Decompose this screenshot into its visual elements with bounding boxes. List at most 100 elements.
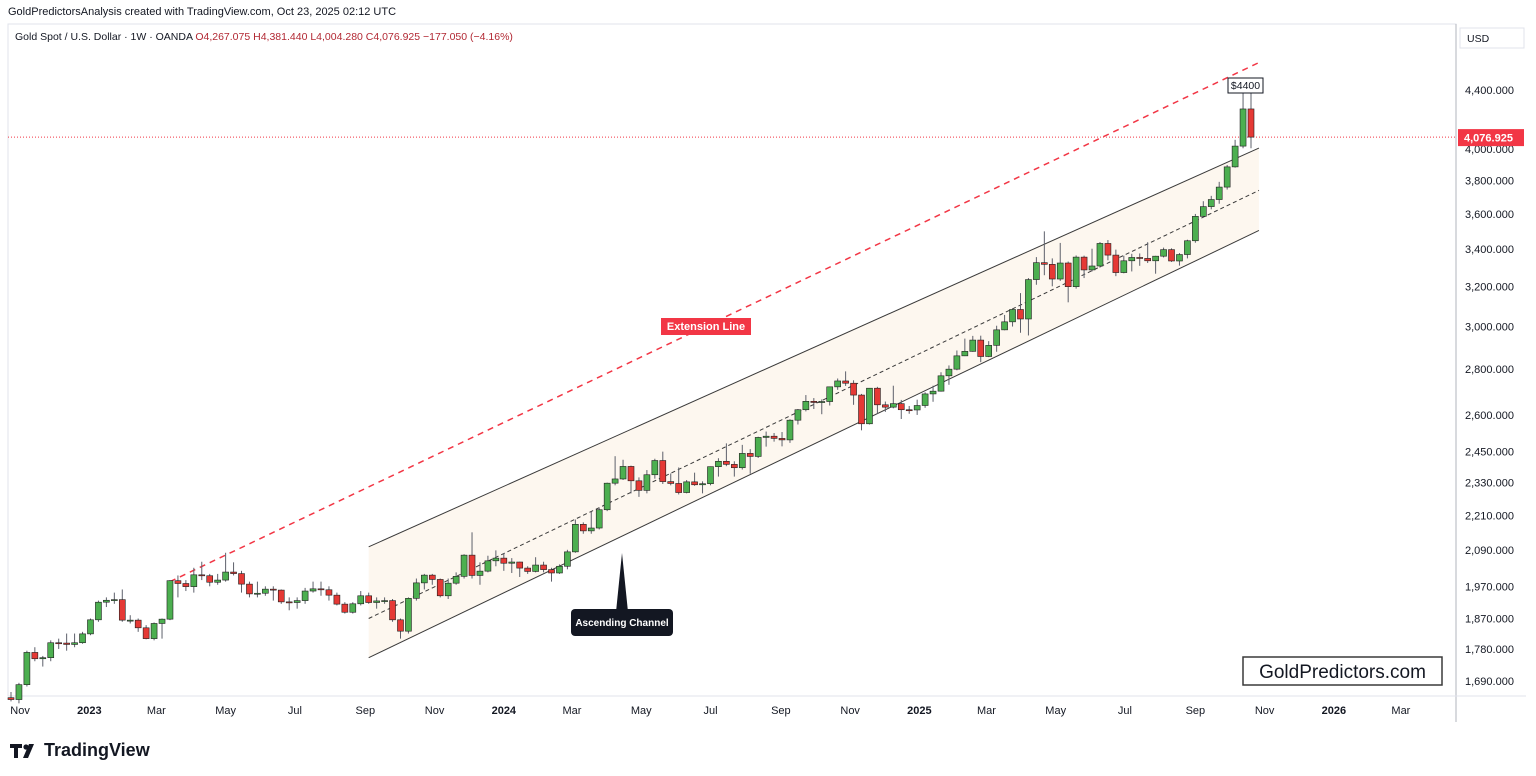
candle-body-up	[1033, 262, 1040, 280]
candle	[421, 573, 428, 590]
time-tick-label: 2025	[907, 705, 931, 717]
candle	[1223, 164, 1231, 190]
price-chart[interactable]: Gold Spot / U.S. Dollar · 1W · OANDA O4,…	[0, 0, 1536, 736]
candle	[15, 682, 23, 704]
ascending-channel-pointer	[616, 553, 628, 612]
candle-body-up	[572, 524, 579, 553]
candle-body-up	[556, 565, 563, 574]
currency-label: USD	[1467, 33, 1490, 45]
candle	[468, 532, 476, 579]
candle-body-down	[246, 583, 253, 595]
candle-body-up	[1001, 321, 1008, 331]
candle	[222, 552, 229, 582]
candle-body-down	[659, 460, 667, 482]
candle-body-down	[428, 574, 436, 580]
candle	[285, 597, 293, 611]
candle	[874, 386, 881, 414]
candle-body-down	[850, 382, 857, 396]
candle-body-up	[1128, 257, 1136, 262]
candle	[731, 461, 738, 477]
candle	[476, 562, 484, 585]
candle	[508, 558, 516, 573]
candle	[715, 458, 722, 477]
tradingview-footer-logo[interactable]: TradingView	[10, 740, 150, 761]
time-tick-label: Nov	[10, 705, 30, 717]
candle	[842, 371, 849, 386]
candle	[890, 385, 897, 409]
candle-body-down	[675, 483, 682, 493]
candle	[985, 341, 992, 358]
candle	[277, 589, 285, 604]
candle-body-up	[532, 564, 539, 572]
candle	[373, 597, 380, 609]
candle	[778, 432, 786, 447]
candle	[1025, 278, 1032, 336]
candle-body-up	[587, 527, 595, 532]
candle-body-down	[317, 588, 325, 591]
candle-body-up	[15, 684, 23, 700]
candle-body-down	[516, 561, 524, 569]
candle	[945, 365, 953, 385]
candle-body-down	[1017, 309, 1024, 320]
candle-body-down	[63, 642, 70, 645]
extension-line	[169, 61, 1260, 583]
candle-body-down	[55, 642, 62, 645]
candle	[762, 431, 770, 447]
candle-body-down	[174, 580, 182, 584]
candle	[707, 466, 714, 486]
candle-body-down	[230, 571, 237, 574]
candle-body-down	[277, 589, 285, 603]
candle-body-up	[611, 478, 619, 484]
candle-body-down	[770, 435, 778, 439]
candle	[71, 633, 78, 648]
time-tick-label: Nov	[840, 705, 860, 717]
candle	[293, 597, 301, 609]
candle	[492, 550, 500, 567]
channel-lower-line	[368, 230, 1260, 659]
candle	[532, 557, 539, 573]
candle-body-up	[1009, 309, 1016, 323]
candle-body-up	[913, 405, 921, 411]
candle-body-down	[1048, 264, 1056, 280]
candle	[1104, 240, 1112, 261]
candle	[699, 481, 706, 494]
candle-body-down	[905, 409, 913, 412]
candle	[214, 573, 221, 585]
candle	[913, 399, 921, 415]
time-tick-label: May	[631, 705, 652, 717]
candle-body-down	[325, 589, 333, 596]
extension-line-label: Extension Line	[667, 321, 745, 333]
tradingview-logo-icon	[10, 743, 34, 758]
candle-body-down	[500, 557, 508, 564]
ascending-channel-box	[571, 609, 673, 636]
candle	[802, 395, 810, 412]
watermark-box	[1242, 656, 1443, 686]
candle-body-up	[786, 419, 794, 441]
candle-body-up	[254, 592, 261, 595]
candle	[905, 405, 913, 414]
ohlc-legend: Gold Spot / U.S. Dollar · 1W · OANDA O4,…	[15, 31, 513, 43]
candle	[1041, 231, 1048, 276]
candle	[667, 473, 675, 486]
candle-body-up	[1184, 240, 1191, 255]
candle-body-up	[738, 453, 746, 469]
candle	[134, 618, 142, 632]
candle	[436, 578, 444, 598]
candle-body-down	[977, 339, 985, 357]
candle-body-down	[1104, 243, 1112, 256]
candle	[826, 386, 834, 406]
candle	[1088, 248, 1096, 272]
candle	[723, 443, 730, 467]
candle-body-down	[731, 464, 738, 469]
candle	[691, 472, 698, 486]
candle	[111, 592, 118, 604]
candle-body-up	[1120, 260, 1128, 273]
candle-body-up	[993, 329, 1000, 346]
candle	[23, 650, 31, 687]
candle-body-down	[365, 595, 372, 603]
candle	[1017, 293, 1024, 333]
candle	[1064, 261, 1072, 303]
currency-box	[1459, 27, 1525, 49]
candle-body-up	[222, 571, 229, 581]
candle-body-up	[1025, 279, 1032, 320]
